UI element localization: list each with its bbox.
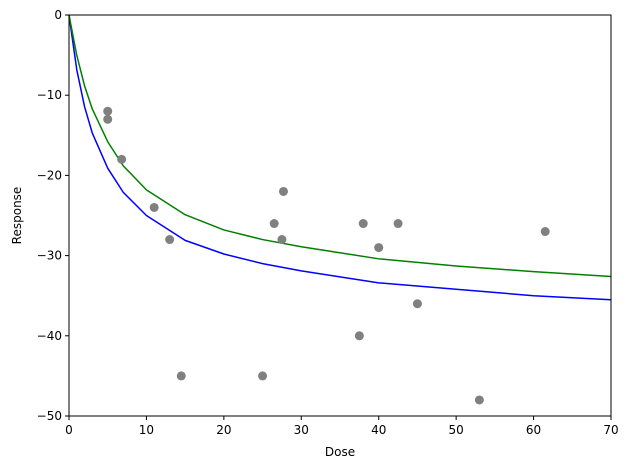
data-point [149, 202, 159, 212]
data-points [103, 106, 550, 405]
x-tick-label: 40 [371, 423, 386, 437]
data-point [354, 331, 364, 341]
x-tick-label: 0 [65, 423, 73, 437]
data-point [269, 219, 279, 229]
y-tick-label: −10 [37, 88, 62, 102]
plot-frame [68, 14, 612, 417]
x-tick-label: 70 [603, 423, 618, 437]
fit-curve-2 [68, 14, 612, 278]
data-point [374, 243, 384, 253]
data-point [474, 395, 484, 405]
data-point [176, 371, 186, 381]
data-point [278, 186, 288, 196]
y-tick-label: −40 [37, 329, 62, 343]
data-point [103, 106, 113, 116]
fit-curve-1 [68, 14, 612, 301]
y-axis-label: Response [10, 187, 24, 245]
x-axis-ticks: 0 10 20 30 40 50 60 70 [65, 416, 619, 437]
data-point [358, 219, 368, 229]
y-tick-label: −50 [37, 409, 62, 423]
data-point [412, 299, 422, 309]
y-tick-label: 0 [54, 8, 62, 22]
x-tick-label: 60 [526, 423, 541, 437]
data-point [165, 235, 175, 245]
data-point [540, 227, 550, 237]
x-tick-label: 10 [139, 423, 154, 437]
data-point [103, 114, 113, 124]
x-axis-label: Dose [325, 445, 355, 459]
data-point [117, 154, 127, 164]
fit-curves [68, 14, 612, 301]
y-tick-label: −20 [37, 168, 62, 182]
x-tick-label: 20 [216, 423, 231, 437]
x-tick-label: 50 [449, 423, 464, 437]
y-tick-label: −30 [37, 249, 62, 263]
data-point [393, 219, 403, 229]
data-point [277, 235, 287, 245]
x-tick-label: 30 [294, 423, 309, 437]
y-axis-ticks: 0 −10 −20 −30 −40 −50 [37, 8, 69, 423]
data-point [258, 371, 268, 381]
